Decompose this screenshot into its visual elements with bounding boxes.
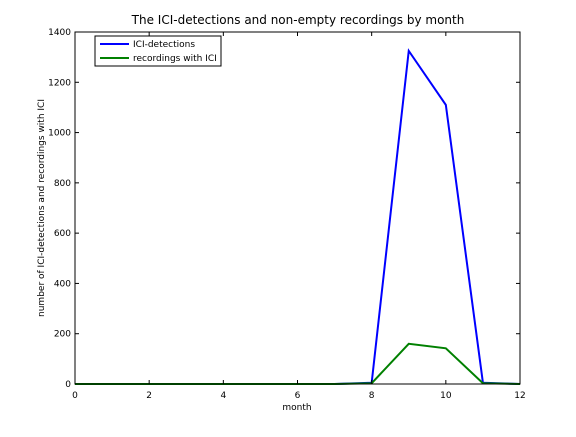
x-tick-label: 12 <box>514 391 525 401</box>
x-tick-label: 10 <box>440 391 452 401</box>
y-tick-label: 800 <box>54 179 71 189</box>
x-axis-ticks: 0 2 4 6 8 10 12 <box>72 32 526 401</box>
x-tick-label: 8 <box>369 391 375 401</box>
x-tick-label: 4 <box>220 391 226 401</box>
y-tick-label: 1200 <box>48 78 71 88</box>
y-axis-ticks: 0 200 400 600 800 1000 1200 1400 <box>48 28 520 390</box>
y-tick-label: 400 <box>54 279 71 289</box>
legend-label-recordings-with-ici: recordings with ICI <box>133 54 217 64</box>
chart-title: The ICI-detections and non-empty recordi… <box>131 13 465 27</box>
x-axis-label: month <box>282 403 311 413</box>
x-tick-label: 0 <box>72 391 78 401</box>
y-tick-label: 200 <box>54 330 71 340</box>
x-tick-label: 2 <box>146 391 152 401</box>
y-tick-label: 1400 <box>48 28 71 38</box>
y-tick-label: 1000 <box>48 129 71 139</box>
legend: ICI-detections recordings with ICI <box>94 35 222 67</box>
x-tick-label: 6 <box>295 391 301 401</box>
y-axis-label: number of ICI-detections and recordings … <box>37 99 47 317</box>
y-tick-label: 0 <box>65 380 71 390</box>
y-tick-label: 600 <box>54 229 71 239</box>
legend-label-ici-detections: ICI-detections <box>133 40 195 50</box>
legend-box <box>94 35 222 67</box>
